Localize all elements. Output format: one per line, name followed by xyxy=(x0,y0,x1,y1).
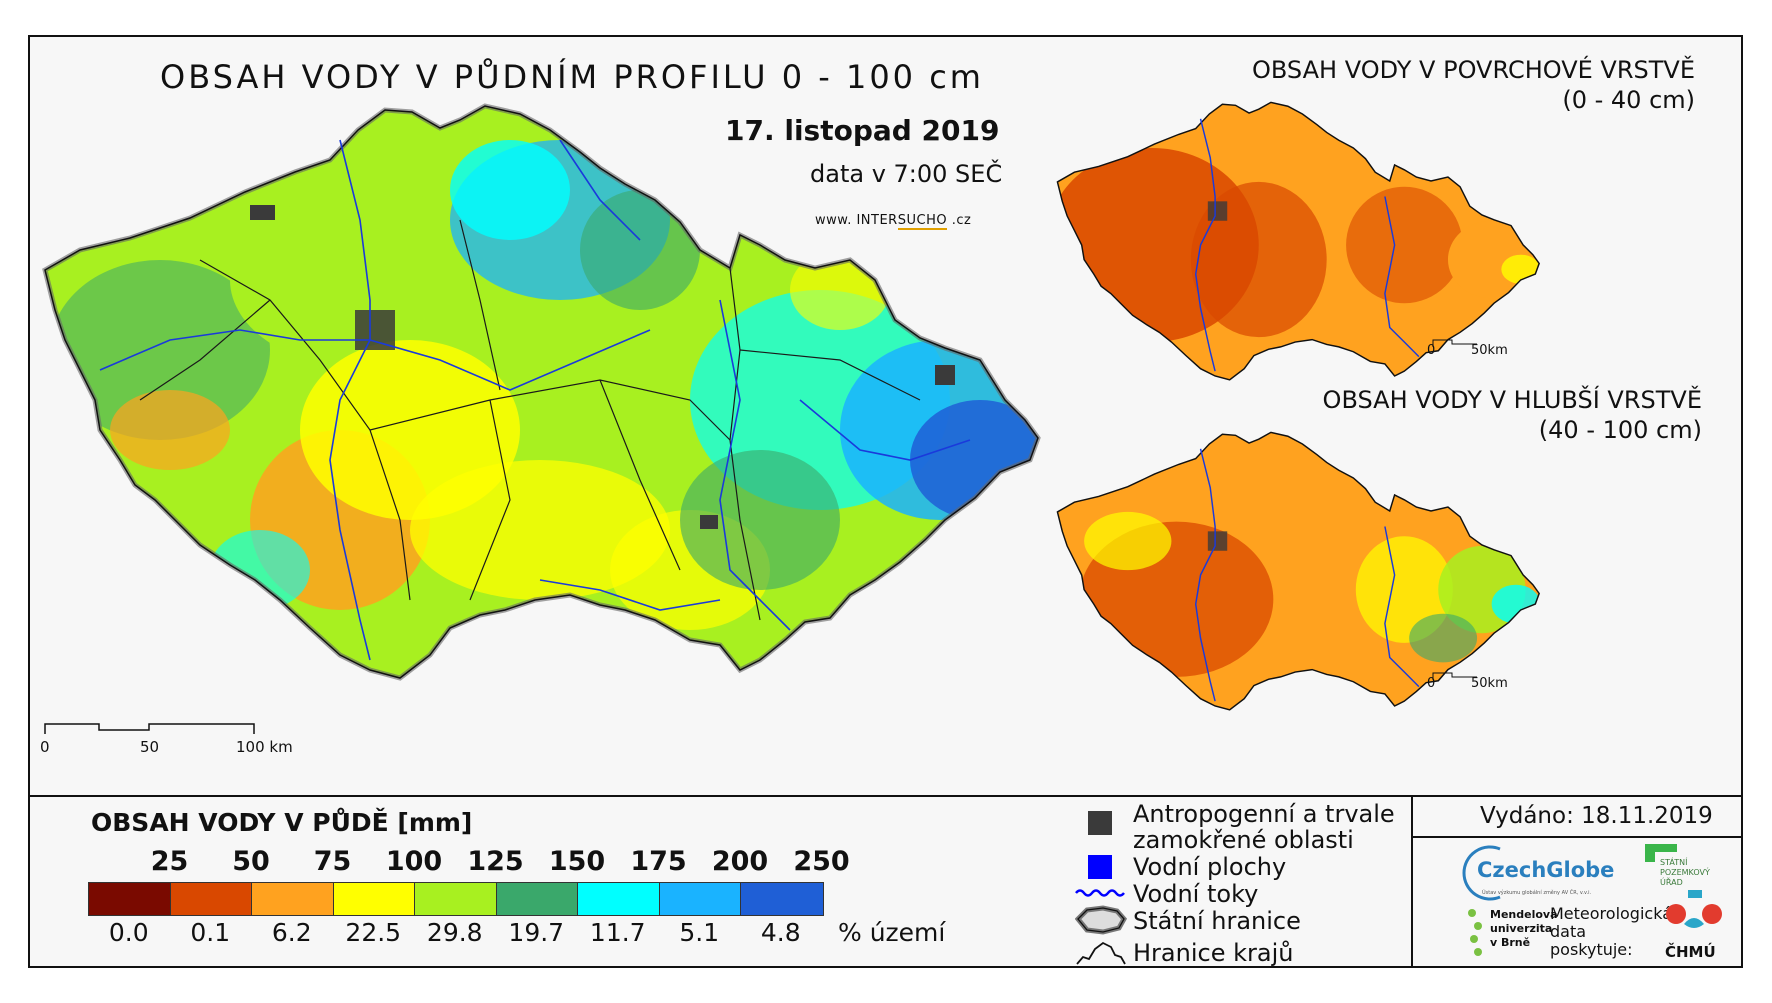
surface-layer-map xyxy=(1056,101,1540,381)
chmu-logo-text: ČHMÚ xyxy=(1665,943,1716,961)
divider xyxy=(1411,795,1413,968)
legend-threshold-label: 150 xyxy=(548,846,606,877)
legend-label: Vodní plochy xyxy=(1133,853,1287,881)
meteo-data-credit: Meteorologická data poskytuje: xyxy=(1550,904,1672,959)
divider xyxy=(28,795,1743,797)
website-brand-b: SUCHO xyxy=(897,213,948,230)
scale-label: 0 xyxy=(1427,343,1436,358)
legend-percent-label: 19.7 xyxy=(508,918,565,947)
main-map xyxy=(40,100,1050,700)
legend-threshold-label: 50 xyxy=(232,846,270,877)
scale-label: 50km xyxy=(1471,676,1508,691)
scale-label: 100 km xyxy=(236,738,293,756)
legend-color-swatch xyxy=(659,883,741,915)
percent-unit: % území xyxy=(838,918,946,947)
river-line-icon xyxy=(1075,889,1125,897)
legend-percent-label: 22.5 xyxy=(345,918,402,947)
legend-color-swatch xyxy=(741,883,823,915)
legend-percent-label: 5.1 xyxy=(679,918,720,947)
side-scale-bar xyxy=(1432,672,1477,680)
legend-color-swatch xyxy=(333,883,415,915)
mendel-logo-text: Mendelova univerzita v Brně xyxy=(1490,908,1558,949)
legend-color-swatch xyxy=(415,883,497,915)
legend-threshold-label: 100 xyxy=(385,846,443,877)
legend-percent-label: 0.1 xyxy=(190,918,231,947)
legend-threshold-label: 175 xyxy=(630,846,687,877)
mendel-logo-icon xyxy=(1468,909,1482,956)
side-map-title: OBSAH VODY V POVRCHOVÉ VRSTVĚ (0 - 40 cm… xyxy=(1252,56,1695,114)
czechglobe-subtitle: Ústav výzkumu globální změny AV ČR, v.v.… xyxy=(1482,890,1592,896)
website-suffix: .cz xyxy=(947,213,972,228)
legend-color-swatch xyxy=(89,883,171,915)
legend-threshold-label: 250 xyxy=(793,846,850,877)
main-scale-bar xyxy=(44,723,255,734)
legend-percent-label: 11.7 xyxy=(589,918,646,947)
data-time: data v 7:00 SEČ xyxy=(810,160,1003,188)
issued-date: Vydáno: 18.11.2019 xyxy=(1480,803,1713,829)
chmu-logo-icon xyxy=(1666,890,1722,928)
czechglobe-logo-icon xyxy=(1462,845,1501,901)
legend-label: Hranice krajů xyxy=(1133,939,1294,967)
region-border-icon xyxy=(1076,941,1126,965)
side-map-title: OBSAH VODY V HLUBŠÍ VRSTVĚ (40 - 100 cm) xyxy=(1322,386,1702,444)
legend-title: OBSAH VODY V PŮDĚ [mm] xyxy=(91,808,473,837)
website-link[interactable]: www. INTERSUCHO .cz xyxy=(815,213,972,230)
legend-label: Státní hranice xyxy=(1133,907,1301,935)
blue-square-icon xyxy=(1088,855,1112,879)
gray-square-icon xyxy=(1088,811,1112,835)
legend-threshold-label: 75 xyxy=(313,846,352,877)
scale-label: 0 xyxy=(1427,676,1436,691)
legend-threshold-label: 200 xyxy=(711,846,769,877)
legend-percent-label: 29.8 xyxy=(426,918,483,947)
spu-logo-icon xyxy=(1645,844,1677,862)
legend-color-bar xyxy=(88,882,824,916)
scale-label: 50 xyxy=(140,738,160,756)
legend-percent-label: 0.0 xyxy=(108,918,149,947)
spu-logo-text: STÁTNÍ POZEMKOVÝ ÚŘAD xyxy=(1660,858,1710,887)
divider xyxy=(1411,836,1743,838)
legend-color-swatch xyxy=(170,883,252,915)
legend-color-swatch xyxy=(578,883,660,915)
czechglobe-logo: CzechGlobe xyxy=(1477,858,1615,882)
legend-label: Vodní toky xyxy=(1133,880,1259,908)
legend-color-swatch xyxy=(252,883,334,915)
legend-color-swatch xyxy=(496,883,578,915)
legend-label: Antropogenní a trvale zamokřené oblasti xyxy=(1133,800,1395,854)
scale-label: 50km xyxy=(1471,343,1508,358)
map-title: OBSAH VODY V PŮDNÍM PROFILU 0 - 100 cm xyxy=(160,58,984,96)
deep-layer-map xyxy=(1056,431,1540,711)
legend-threshold-label: 125 xyxy=(467,846,524,877)
state-border-icon xyxy=(1075,905,1127,935)
legend-percent-label: 6.2 xyxy=(271,918,312,947)
side-scale-bar xyxy=(1432,339,1477,347)
map-date: 17. listopad 2019 xyxy=(725,114,1000,147)
website-brand-a: INTER xyxy=(856,213,898,228)
legend-percent-label: 4.8 xyxy=(760,918,801,947)
scale-label: 0 xyxy=(40,738,50,756)
website-prefix: www. xyxy=(815,213,857,228)
legend-threshold-label: 25 xyxy=(150,846,189,877)
